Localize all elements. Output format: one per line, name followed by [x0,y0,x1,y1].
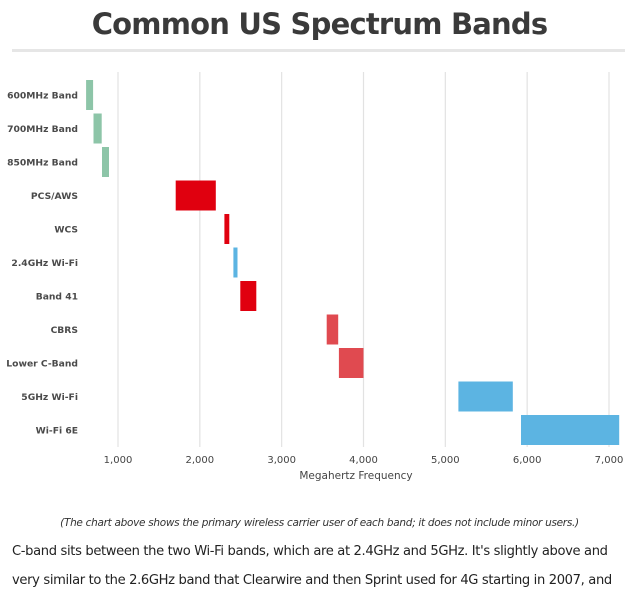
x-axis-labels: 1,000 2,000 3,000 4,000 5,000 6,000 7,000 [104,455,624,466]
bars [86,80,619,445]
article-paragraph: C-band sits between the two Wi-Fi bands,… [12,538,637,595]
y-category-label: Lower C-Band [6,359,78,370]
x-tick-label: 7,000 [595,455,624,466]
gridlines [118,72,609,447]
x-tick-label: 2,000 [186,455,215,466]
bar-pcs-aws [176,181,216,211]
y-category-label: 5GHz Wi-Fi [21,392,78,403]
bar-600mhz-band [86,80,93,110]
bar-700mhz-band [94,114,102,144]
x-tick-label: 5,000 [431,455,460,466]
y-axis-labels: 600MHz Band 700MHz Band 850MHz Band PCS/AWS… [6,91,78,437]
y-category-label: WCS [54,225,78,236]
y-category-label: Band 41 [36,292,78,303]
bar-cbrs [327,315,339,345]
bar-2-4ghz-wi-fi [233,248,237,278]
bar-wcs [224,214,229,244]
x-axis-title: Megahertz Frequency [299,470,412,482]
x-tick-label: 6,000 [513,455,542,466]
paragraph-line: C-band sits between the two Wi-Fi bands,… [12,538,637,567]
chart-title: Common US Spectrum Bands [0,4,639,44]
y-category-label: 850MHz Band [7,158,78,169]
bar-lower-c-band [339,348,364,378]
chart-caption: (The chart above shows the primary wirel… [0,515,639,531]
y-category-label: 700MHz Band [7,124,78,135]
x-tick-label: 3,000 [267,455,296,466]
x-tick-label: 1,000 [104,455,133,466]
y-category-label: 600MHz Band [7,91,78,102]
title-divider [12,49,625,52]
y-category-label: PCS/AWS [31,191,78,202]
paragraph-line: very similar to the 2.6GHz band that Cle… [12,567,637,595]
bar-5ghz-wi-fi [458,382,512,412]
bar-band-41 [240,281,256,311]
y-category-label: 2.4GHz Wi-Fi [11,258,78,269]
x-tick-label: 4,000 [349,455,378,466]
y-category-label: Wi-Fi 6E [36,426,78,437]
spectrum-chart: 600MHz Band 700MHz Band 850MHz Band PCS/AWS… [0,60,639,490]
bar-850mhz-band [102,147,109,177]
bar-wi-fi-6e [521,415,619,445]
y-category-label: CBRS [51,325,78,336]
